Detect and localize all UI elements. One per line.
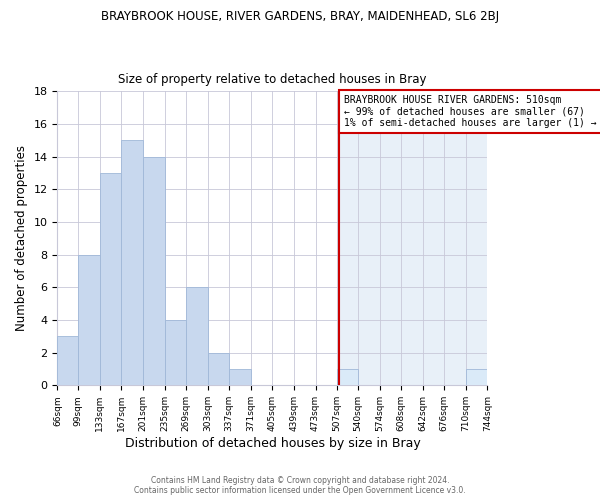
Text: BRAYBROOK HOUSE RIVER GARDENS: 510sqm
← 99% of detached houses are smaller (67)
: BRAYBROOK HOUSE RIVER GARDENS: 510sqm ← … — [344, 94, 596, 128]
X-axis label: Distribution of detached houses by size in Bray: Distribution of detached houses by size … — [125, 437, 420, 450]
Text: BRAYBROOK HOUSE, RIVER GARDENS, BRAY, MAIDENHEAD, SL6 2BJ: BRAYBROOK HOUSE, RIVER GARDENS, BRAY, MA… — [101, 10, 499, 23]
Bar — [466, 369, 487, 386]
Bar — [229, 369, 251, 386]
Text: Contains HM Land Registry data © Crown copyright and database right 2024.
Contai: Contains HM Land Registry data © Crown c… — [134, 476, 466, 495]
Bar — [121, 140, 143, 386]
Bar — [208, 352, 229, 386]
Bar — [164, 320, 186, 386]
Bar — [339, 92, 487, 386]
Bar — [58, 336, 79, 386]
Bar — [143, 156, 164, 386]
Bar — [337, 369, 358, 386]
Bar — [100, 173, 121, 386]
Y-axis label: Number of detached properties: Number of detached properties — [15, 146, 28, 332]
Bar — [186, 288, 208, 386]
Title: Size of property relative to detached houses in Bray: Size of property relative to detached ho… — [118, 73, 427, 86]
Bar — [79, 254, 100, 386]
